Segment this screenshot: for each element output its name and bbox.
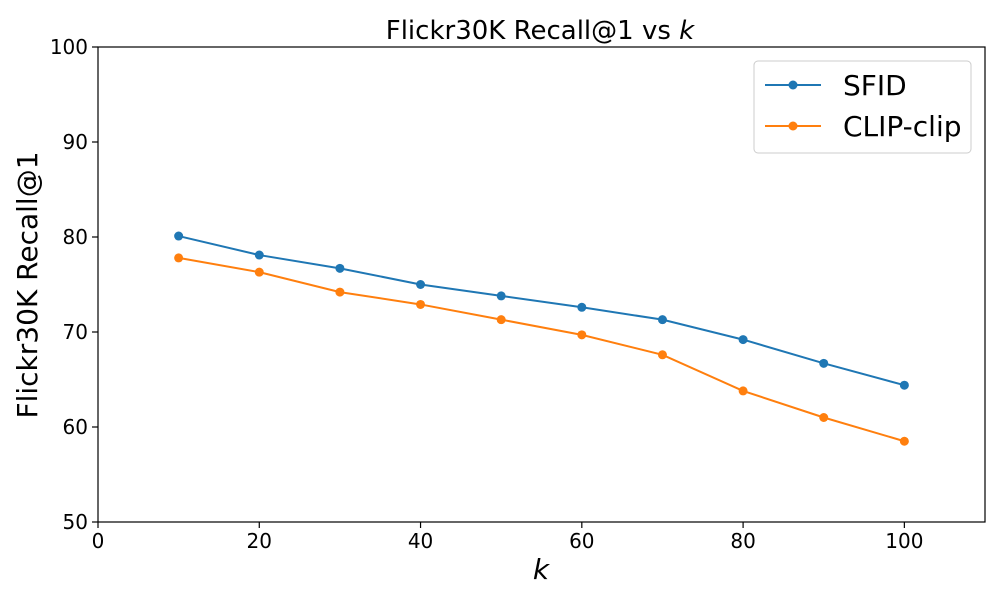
data-point	[335, 263, 345, 273]
data-point	[254, 250, 264, 260]
data-point	[174, 231, 184, 241]
data-point	[174, 253, 184, 263]
data-point	[819, 358, 829, 368]
chart-title: Flickr30K Recall@1 vs k	[386, 16, 695, 46]
x-tick-label: 40	[408, 529, 433, 553]
x-tick-label: 80	[730, 529, 755, 553]
data-point	[899, 380, 909, 390]
data-point	[657, 315, 667, 325]
y-tick-label: 50	[63, 510, 88, 534]
legend-label: SFID	[843, 69, 907, 102]
legend-swatch-marker	[788, 121, 798, 131]
series-line	[178, 235, 905, 387]
series-line	[178, 256, 905, 443]
x-axis-label: k	[533, 553, 551, 586]
series-layer	[174, 231, 909, 446]
x-tick-label: 0	[92, 529, 105, 553]
data-point	[416, 280, 426, 289]
legend-swatch-marker	[788, 80, 798, 90]
y-tick-label: 60	[63, 415, 88, 439]
data-point	[416, 299, 426, 309]
chart-title-variable: k	[679, 16, 695, 46]
data-point	[577, 302, 587, 312]
data-point	[657, 350, 667, 360]
legend-label: CLIP-clip	[843, 110, 962, 143]
data-point	[496, 291, 506, 301]
chart-title-text: Flickr30K Recall@1 vs	[386, 16, 679, 46]
y-axis-label: Flickr30K Recall@1	[11, 151, 44, 418]
legend: SFID CLIP-clip	[753, 60, 972, 154]
data-point	[899, 436, 909, 446]
plot-area-frame	[97, 46, 986, 523]
data-point	[254, 267, 264, 277]
data-point	[335, 287, 345, 297]
data-point	[738, 386, 748, 396]
x-tick-label: 60	[569, 529, 594, 553]
series-clip-clip	[174, 253, 909, 446]
y-tick-label: 100	[50, 35, 88, 59]
data-point	[819, 413, 829, 422]
data-point	[738, 335, 748, 345]
x-tick-label: 20	[247, 529, 272, 553]
y-tick-label: 90	[63, 130, 88, 154]
x-tick-label: 100	[885, 529, 923, 553]
y-tick-label: 80	[63, 225, 88, 249]
x-axis: 0 20 40 60 80 100	[92, 522, 923, 553]
y-axis: 50 60 70 80 90 100	[50, 35, 98, 534]
data-point	[577, 330, 587, 340]
y-tick-label: 70	[63, 320, 88, 344]
series-sfid	[174, 231, 909, 390]
data-point	[496, 315, 506, 325]
